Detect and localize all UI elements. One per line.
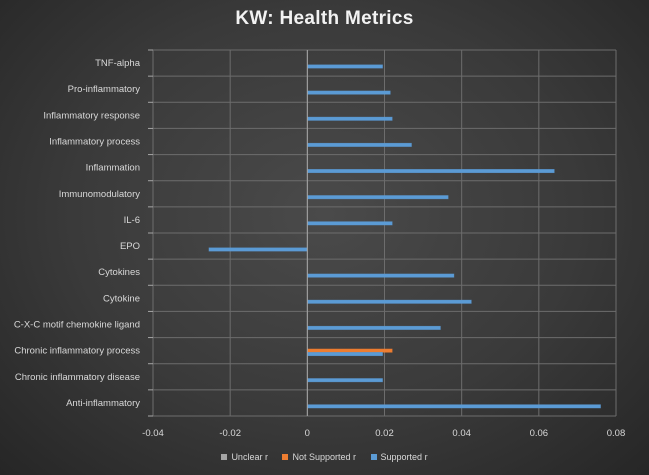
category-label: Anti-inflammatory xyxy=(66,398,140,409)
legend-label-unclear: Unclear r xyxy=(231,452,268,462)
legend-item-supported: Supported r xyxy=(370,452,428,462)
bar-supported xyxy=(307,325,441,330)
bar-supported xyxy=(208,247,308,252)
gridlines xyxy=(152,49,617,417)
bar-supported xyxy=(307,352,383,357)
x-tick-label: 0.04 xyxy=(452,428,471,439)
category-label: Cytokine xyxy=(103,293,140,304)
category-label: Inflammatory process xyxy=(49,137,140,148)
category-label: Immunomodulatory xyxy=(59,189,141,200)
legend-swatch-supported xyxy=(370,454,377,460)
category-label: Chronic inflammatory disease xyxy=(15,372,140,383)
legend-item-unclear: Unclear r xyxy=(221,452,268,462)
category-label: EPO xyxy=(120,241,140,252)
x-tick-label: 0.06 xyxy=(530,428,549,439)
bar-not-supported xyxy=(307,348,393,353)
legend-item-not-supported: Not Supported r xyxy=(282,452,356,462)
bar-supported xyxy=(307,404,601,409)
bar-supported xyxy=(307,378,383,383)
bar-supported xyxy=(307,299,472,304)
category-label: TNF-alpha xyxy=(95,58,141,69)
bar-supported xyxy=(307,64,383,69)
category-label: Pro-inflammatory xyxy=(68,84,141,95)
legend-swatch-unclear xyxy=(221,454,228,460)
axes xyxy=(148,49,308,417)
legend-label-supported: Supported r xyxy=(380,452,428,462)
labels: -0.04 -0.02 0 0.02 0.04 0.06 0.08 TNF-alpha Pro-… xyxy=(14,58,625,439)
x-tick-label: 0.08 xyxy=(607,428,626,439)
x-tick-label: -0.02 xyxy=(219,428,241,439)
x-tick-label: 0.02 xyxy=(375,428,394,439)
bar-supported xyxy=(307,142,412,147)
bar-supported xyxy=(307,90,391,95)
bar-supported xyxy=(307,221,393,226)
chart-title: KW: Health Metrics xyxy=(235,8,414,29)
category-label: IL-6 xyxy=(124,215,140,226)
bar-supported xyxy=(307,169,555,174)
x-tick-label: 0 xyxy=(305,428,310,439)
bar-supported xyxy=(307,195,449,200)
legend-swatch-not-supported xyxy=(282,454,289,460)
x-tick-label: -0.04 xyxy=(142,428,164,439)
bar-supported xyxy=(307,116,393,121)
category-label: Inflammation xyxy=(86,163,140,174)
category-label: Chronic inflammatory process xyxy=(14,346,140,357)
category-label: C-X-C motif chemokine ligand xyxy=(14,320,140,331)
category-label: Inflammatory response xyxy=(43,110,140,121)
bar-supported xyxy=(307,273,455,278)
legend-label-not-supported: Not Supported r xyxy=(292,452,357,462)
legend: Unclear r Not Supported r Supported r xyxy=(0,452,649,462)
category-label: Cytokines xyxy=(98,267,140,278)
bars xyxy=(208,64,601,409)
